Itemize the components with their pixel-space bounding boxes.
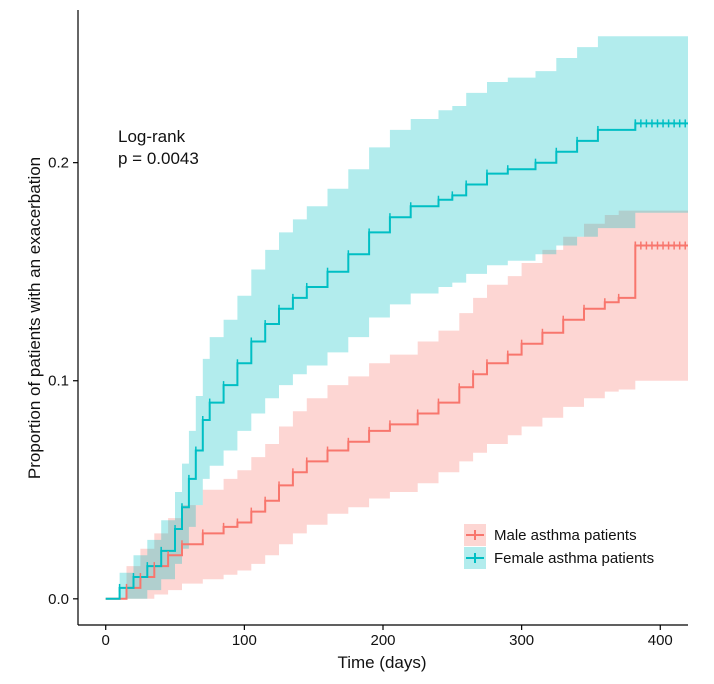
- p-value-label: p = 0.0043: [118, 149, 199, 168]
- y-tick-label: 0.0: [48, 591, 69, 608]
- y-tick-label: 0.2: [48, 155, 69, 172]
- x-tick-label: 100: [232, 632, 257, 649]
- confidence-band-female: [105, 36, 688, 599]
- x-tick-label: 0: [102, 632, 110, 649]
- x-axis-ticks: 0 100 200 300 400: [102, 625, 673, 649]
- y-tick-label: 0.1: [48, 373, 69, 390]
- censor-marks: [118, 119, 686, 592]
- x-tick-label: 300: [509, 632, 534, 649]
- y-axis-ticks: 0.0 0.1 0.2: [48, 155, 78, 608]
- legend: Male asthma patients Female asthma patie…: [464, 524, 654, 569]
- confidence-band-male: [105, 210, 688, 599]
- curve-male: [105, 244, 688, 600]
- curve-female: [105, 122, 688, 600]
- x-tick-label: 200: [370, 632, 395, 649]
- x-axis-title: Time (days): [337, 653, 426, 672]
- confidence-bands: [105, 36, 688, 599]
- x-tick-label: 400: [648, 632, 673, 649]
- legend-label-female: Female asthma patients: [494, 550, 654, 567]
- legend-label-male: Male asthma patients: [494, 527, 637, 544]
- legend-item-male: Male asthma patients: [464, 524, 637, 546]
- log-rank-label: Log-rank: [118, 127, 186, 146]
- survival-curves: [105, 122, 688, 600]
- legend-item-female: Female asthma patients: [464, 547, 654, 569]
- y-axis-title: Proportion of patients with an exacerbat…: [25, 157, 44, 479]
